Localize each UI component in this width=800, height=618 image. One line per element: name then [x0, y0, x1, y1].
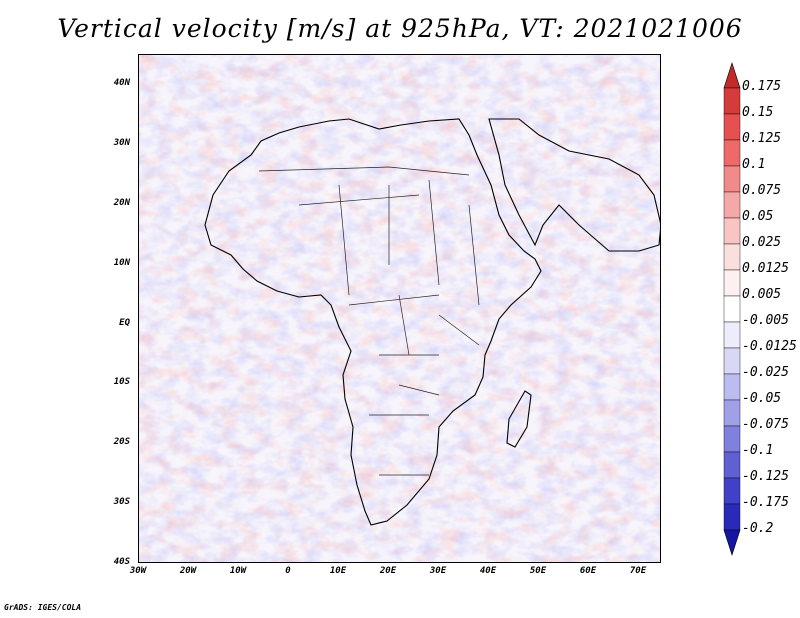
colorbar-segment [723, 373, 741, 401]
lon-tick-label: 50E [529, 566, 547, 576]
colorbar-tick-label: -0.2 [742, 521, 774, 536]
colorbar-tick-label: -0.025 [742, 365, 789, 380]
lon-tick-label: 30E [429, 566, 447, 576]
lon-tick-label: 30W [129, 566, 147, 576]
colorbar-segment [723, 269, 741, 297]
colorbar-segment [723, 321, 741, 349]
lon-tick-label: 20E [379, 566, 397, 576]
map-panel [138, 54, 661, 563]
colorbar-tick-label: -0.075 [742, 417, 789, 432]
lat-tick-label: 10S [113, 377, 130, 388]
colorbar-tick-label: 0.05 [742, 209, 774, 224]
colorbar-tick-label: 0.125 [742, 131, 782, 146]
colorbar-tick-label: 0.175 [742, 79, 782, 94]
colorbar-tick-label: -0.125 [742, 469, 789, 484]
colorbar [723, 62, 741, 556]
lat-tick-label: 10N [113, 257, 130, 268]
colorbar-segment [723, 113, 741, 141]
colorbar-segment [723, 503, 741, 531]
positive-velocity-texture [139, 55, 660, 562]
colorbar-bottom-arrow [723, 529, 741, 556]
lat-tick-label: 20N [113, 197, 130, 208]
africa-coastline [204, 118, 660, 526]
map-title: Vertical velocity [m/s] at 925hPa, VT: 2… [57, 14, 743, 43]
lon-tick-label: 10E [329, 566, 347, 576]
colorbar-tick-label: -0.05 [742, 391, 782, 406]
colorbar-segment [723, 165, 741, 193]
colorbar-tick-label: -0.175 [742, 495, 789, 510]
velocity-field-map [139, 55, 660, 562]
colorbar-segment [723, 139, 741, 167]
lon-tick-label: 60E [579, 566, 597, 576]
colorbar-segment [723, 477, 741, 505]
credit-text: GrADS: IGES/COLA [4, 603, 82, 612]
colorbar-tick-label: 0.15 [742, 105, 774, 120]
lon-tick-label: 40E [479, 566, 497, 576]
lat-tick-label: 30N [113, 137, 130, 148]
colorbar-segment [723, 243, 741, 271]
colorbar-tick-label: 0.075 [742, 183, 782, 198]
lat-tick-label: EQ [119, 317, 130, 328]
lon-tick-label: 20W [179, 566, 197, 576]
country-borders [258, 166, 480, 476]
lat-tick-label: 40N [113, 78, 130, 88]
colorbar-tick-label: 0.1 [742, 157, 766, 172]
colorbar-tick-label: 0.005 [742, 287, 782, 302]
lat-tick-label: 30S [113, 497, 130, 508]
colorbar-segment [723, 295, 741, 323]
colorbar-tick-label: -0.005 [742, 313, 789, 328]
lat-tick-label: 40S [113, 557, 130, 567]
colorbar-tick-label: -0.0125 [742, 339, 797, 354]
colorbar-top-arrow [723, 62, 741, 89]
colorbar-segment [723, 217, 741, 245]
colorbar-tick-label: -0.1 [742, 443, 774, 458]
colorbar-segment [723, 87, 741, 115]
lat-tick-label: 20S [113, 437, 130, 448]
colorbar-tick-label: 0.025 [742, 235, 782, 250]
lon-tick-label: 70E [629, 566, 647, 576]
colorbar-segment [723, 347, 741, 375]
colorbar-segment [723, 399, 741, 427]
colorbar-segment [723, 451, 741, 479]
lon-tick-label: 0 [285, 566, 291, 576]
lon-tick-label: 10W [229, 566, 247, 576]
colorbar-tick-label: 0.0125 [742, 261, 789, 276]
colorbar-segment [723, 191, 741, 219]
colorbar-segment [723, 425, 741, 453]
